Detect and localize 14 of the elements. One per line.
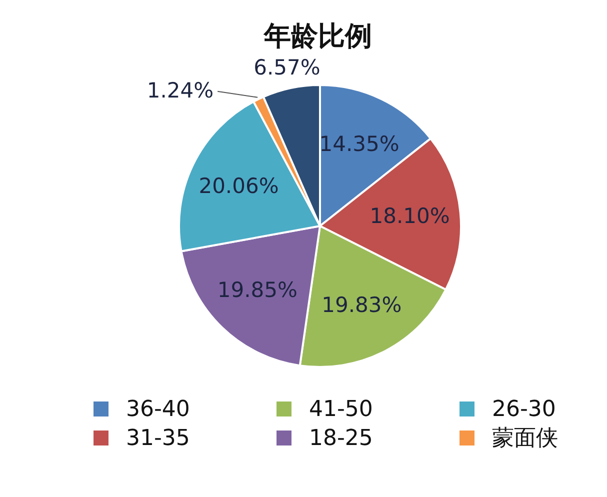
data-label: 1.24%	[146, 78, 214, 102]
legend-label: 41-50	[309, 397, 373, 422]
data-label: 14.35%	[319, 132, 400, 156]
data-label: 6.57%	[254, 55, 320, 80]
data-label: 19.83%	[322, 293, 402, 318]
data-label: 19.85%	[217, 278, 298, 302]
legend-label: 36-40	[126, 397, 190, 422]
legend-label: 26-30	[492, 397, 556, 422]
legend-label: 蒙面侠	[492, 426, 558, 451]
legend-label: 18-25	[309, 426, 373, 451]
legend-label: 31-35	[126, 426, 190, 451]
data-label: 20.06%	[198, 174, 279, 198]
chart-title: 年龄比例	[263, 21, 372, 52]
data-label: 18.10%	[370, 204, 450, 228]
